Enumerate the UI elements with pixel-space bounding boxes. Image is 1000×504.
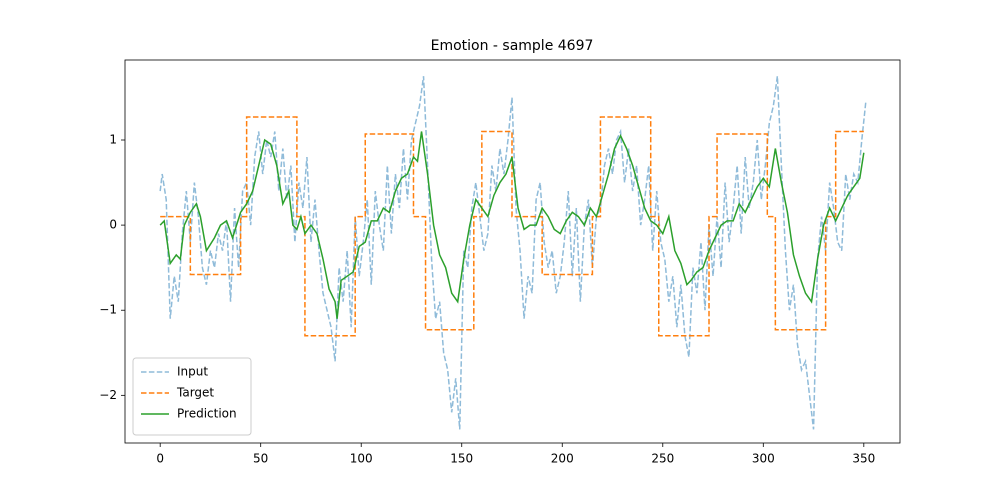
x-tick-label: 50 [253, 452, 268, 466]
legend-box [132, 357, 252, 436]
plot-frame [124, 59, 901, 444]
x-tick-label: 250 [651, 452, 674, 466]
chart-title: Emotion - sample 4697 [431, 38, 594, 54]
x-tick-label: 300 [752, 452, 775, 466]
y-tick-label: 1 [109, 133, 117, 147]
x-tick-label: 150 [450, 452, 473, 466]
x-tick-label: 350 [852, 452, 875, 466]
x-tick-label: 100 [350, 452, 373, 466]
series-line [159, 76, 867, 430]
x-tick-label: 200 [551, 452, 574, 466]
y-tick-label: 0 [109, 218, 117, 232]
x-tick-label: 0 [156, 452, 164, 466]
legend-label: Input [177, 365, 208, 379]
series-line [159, 131, 865, 319]
legend-label: Target [176, 386, 214, 400]
y-tick-label: −2 [99, 388, 117, 402]
legend-label: Prediction [177, 407, 237, 421]
y-tick-label: −1 [99, 303, 117, 317]
series-line [160, 116, 864, 337]
